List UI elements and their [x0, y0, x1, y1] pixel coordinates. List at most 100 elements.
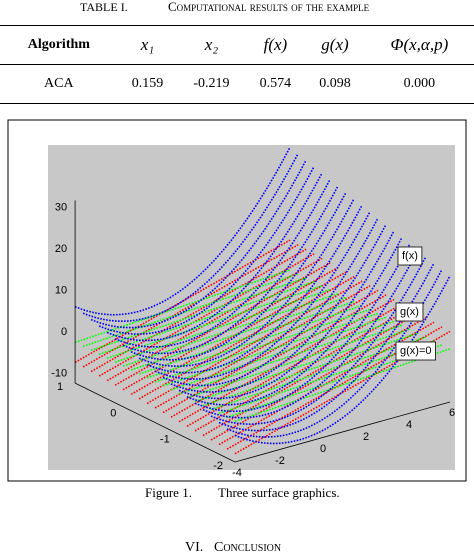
cell: 0.574 [259, 76, 292, 91]
cell: 0.098 [319, 76, 351, 91]
y-tick-label: 1 [57, 381, 63, 393]
figure-caption: Three surface graphics. [218, 485, 340, 500]
header-row: Algorithm x₁ x₂ f(x) g(x) Φ(x,α,p) [0, 25, 474, 65]
surface-line [114, 262, 331, 386]
legend-entry: g(x) [395, 302, 424, 322]
surface-line [202, 332, 419, 407]
surface-line [106, 172, 323, 342]
surface-line [122, 292, 339, 367]
legend-entry: f(x) [397, 246, 423, 266]
cell: 0.000 [403, 76, 436, 91]
legend-box [397, 246, 423, 266]
legend-label: g(x)=0 [400, 345, 432, 357]
surface-line [194, 243, 411, 413]
surface-line [210, 256, 427, 426]
surfaces [74, 146, 451, 455]
surface-line [98, 166, 315, 335]
header-cell: x₁ [140, 35, 155, 54]
table-title: Computational results of the example [168, 0, 370, 14]
surface-line [194, 328, 411, 403]
surface-line [106, 285, 323, 359]
surface-line [186, 303, 403, 427]
surface-line [146, 280, 363, 405]
cell: 0.159 [131, 76, 164, 91]
surface-line [202, 249, 419, 419]
results-table: Algorithm x₁ x₂ f(x) g(x) Φ(x,α,p) ACA 0… [0, 25, 474, 104]
data-row: ACA 0.159 -0.219 0.574 0.098 0.000 [0, 65, 474, 104]
surface-line [114, 178, 331, 348]
header-cell: Φ(x,α,p) [390, 35, 449, 54]
surface-line [170, 224, 387, 393]
surface-line [138, 198, 355, 368]
surface-line [162, 312, 379, 387]
surface-line [90, 248, 307, 373]
surface-line [106, 257, 323, 382]
surface-line [98, 281, 315, 356]
x-tick-label: -2 [275, 455, 285, 467]
surface-line [82, 153, 299, 323]
surface-line [74, 146, 291, 316]
y-tick-label: -2 [213, 460, 223, 472]
surface-line [146, 204, 363, 374]
surface-line [234, 348, 451, 423]
axis-line [74, 382, 236, 463]
z-tick-label: 0 [61, 326, 67, 338]
legend-label: g(x) [400, 306, 419, 318]
surface-line [194, 307, 411, 432]
x-tick-label: 0 [320, 443, 326, 455]
surface-line [162, 217, 379, 387]
surface-line [226, 269, 443, 438]
surface-line [162, 289, 379, 414]
surface-line [170, 316, 387, 391]
surface-line [210, 336, 427, 411]
surface-line [234, 330, 451, 455]
surface-line [154, 211, 371, 380]
table-label: TABLE I. [80, 0, 128, 14]
x-tick-label: 2 [363, 431, 369, 443]
x-tick-label: 6 [449, 407, 455, 419]
legend-entry: g(x)=0 [395, 341, 436, 361]
surface-line [154, 285, 371, 409]
surface-line [186, 236, 403, 406]
surface-line [178, 320, 395, 395]
y-tick-label: -1 [160, 434, 170, 446]
header-cell: x₂ [204, 35, 219, 54]
x-tick-label: -4 [232, 467, 242, 479]
surface-line [114, 288, 331, 363]
z-tick-label: 10 [55, 285, 67, 297]
surface-line [138, 275, 355, 400]
surface-line [186, 324, 403, 399]
surface-line [210, 317, 427, 441]
surface-line [82, 244, 299, 368]
surface-line [98, 253, 315, 377]
surface-line [218, 262, 435, 432]
surface-line [234, 275, 451, 445]
surface-line [130, 191, 347, 361]
surface-line [122, 185, 339, 355]
z-tick-label: 30 [55, 202, 67, 214]
surface-line [178, 230, 395, 400]
section-number: VI. [185, 540, 204, 555]
figure-caption-label: Figure 1. [145, 485, 192, 500]
surface-line [154, 308, 371, 383]
cell: ACA [44, 76, 74, 91]
legend-label: f(x) [402, 250, 418, 262]
z-tick-label: 20 [55, 243, 67, 255]
surface-line [90, 159, 307, 329]
header-cell: g(x) [321, 35, 349, 54]
section-title: Conclusion [214, 540, 282, 555]
surface-line [202, 312, 419, 437]
surface-line [74, 269, 291, 344]
cell: -0.219 [193, 76, 230, 91]
header-cell: Algorithm [27, 37, 90, 52]
x-tick-label: 4 [406, 419, 412, 431]
surface-line [226, 326, 443, 450]
surface-line [170, 294, 387, 418]
y-tick-label: 0 [110, 407, 116, 419]
z-tick-label: -10 [51, 368, 67, 380]
header-cell: f(x) [263, 35, 288, 54]
surface-line [74, 239, 291, 364]
axis-line [234, 401, 451, 463]
